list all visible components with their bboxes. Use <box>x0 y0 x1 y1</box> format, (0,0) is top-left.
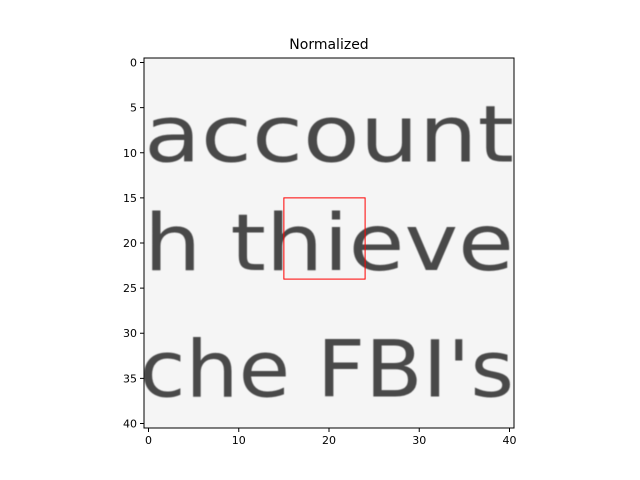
y-tick-label: 35 <box>123 372 137 385</box>
image-text-row: h thieve <box>144 199 514 289</box>
image-text-row: account <box>144 91 514 181</box>
y-axis: 0 5 10 15 20 25 30 35 40 <box>123 57 144 430</box>
y-tick-label: 30 <box>123 327 137 340</box>
axes-area: account h thieve che FBI's <box>139 57 515 429</box>
y-tick-label: 5 <box>130 102 137 115</box>
x-tick-label: 20 <box>322 434 336 447</box>
y-tick-label: 25 <box>123 282 137 295</box>
heatmap-image: account h thieve che FBI's <box>139 91 514 416</box>
x-tick-label: 0 <box>145 434 152 447</box>
y-tick-label: 40 <box>123 417 137 430</box>
x-tick-label: 30 <box>412 434 426 447</box>
overlay <box>283 197 366 280</box>
x-tick-label: 10 <box>232 434 246 447</box>
image-background <box>144 58 514 428</box>
x-tick-label: 40 <box>502 434 516 447</box>
y-tick-label: 10 <box>123 147 137 160</box>
highlight-box <box>283 197 366 280</box>
y-tick-label: 20 <box>123 237 137 250</box>
y-tick-label: 15 <box>123 192 137 205</box>
x-axis: 0 10 20 30 40 <box>145 428 516 447</box>
chart-title: Normalized <box>289 37 368 53</box>
y-tick-label: 0 <box>130 57 137 70</box>
image-text-row: che FBI's <box>139 325 514 415</box>
